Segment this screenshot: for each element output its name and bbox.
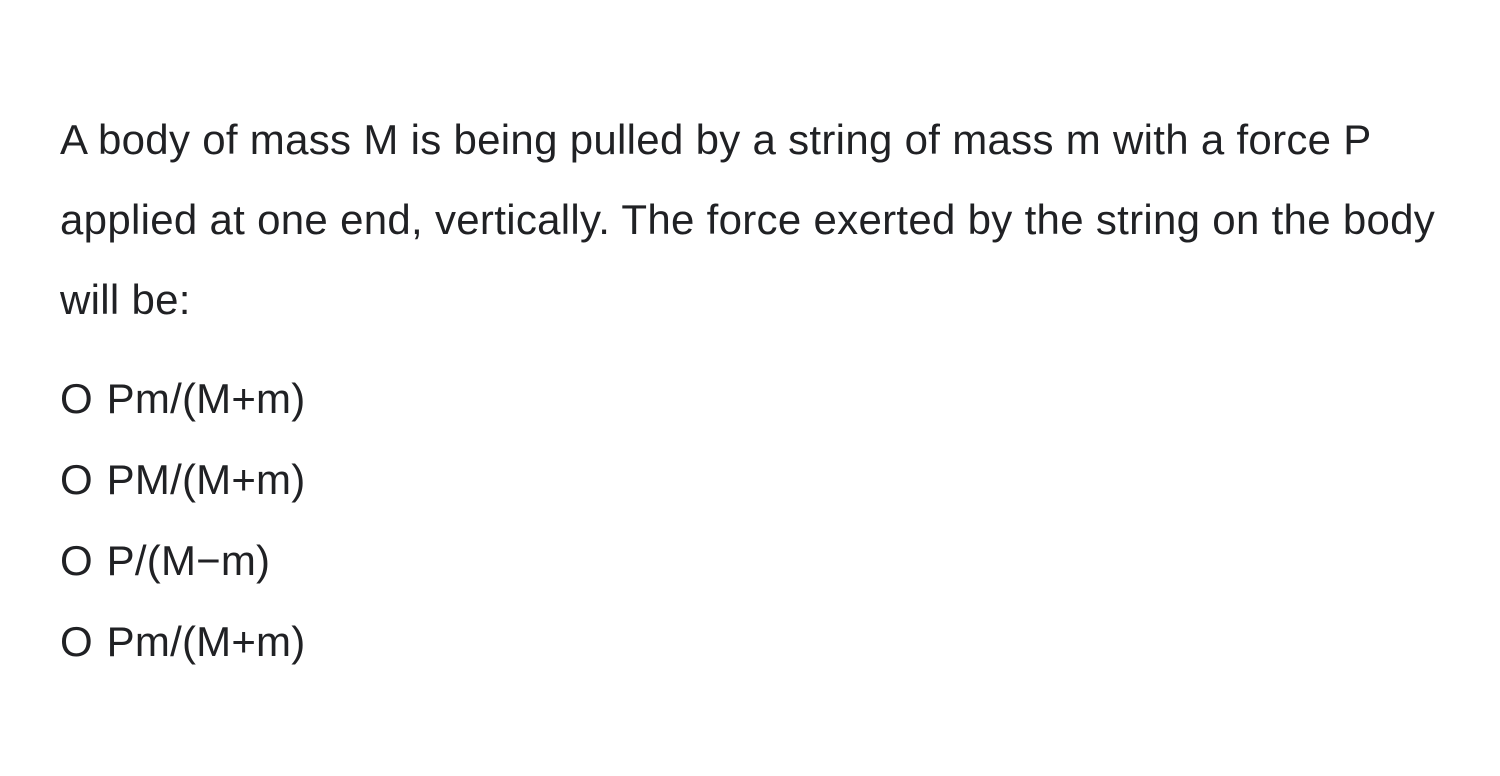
option-row[interactable]: O Pm/(M+m) — [60, 367, 1440, 430]
radio-icon: O — [60, 621, 93, 663]
option-row[interactable]: O PM/(M+m) — [60, 448, 1440, 511]
question-text: A body of mass M is being pulled by a st… — [60, 100, 1440, 339]
option-label: Pm/(M+m) — [107, 367, 306, 430]
option-label: Pm/(M+m) — [107, 610, 306, 673]
option-row[interactable]: O Pm/(M+m) — [60, 610, 1440, 673]
radio-icon: O — [60, 540, 93, 582]
radio-icon: O — [60, 378, 93, 420]
option-label: PM/(M+m) — [107, 448, 306, 511]
option-label: P/(M−m) — [107, 529, 271, 592]
option-row[interactable]: O P/(M−m) — [60, 529, 1440, 592]
options-container: O Pm/(M+m) O PM/(M+m) O P/(M−m) O Pm/(M+… — [60, 367, 1440, 673]
radio-icon: O — [60, 459, 93, 501]
